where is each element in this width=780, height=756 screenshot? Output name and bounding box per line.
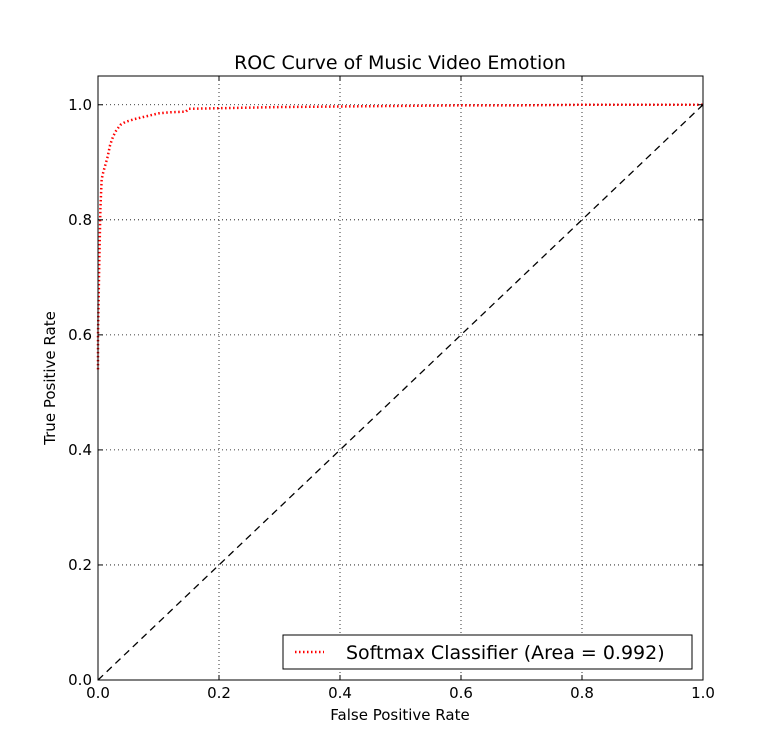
y-tick-label: 0.6 <box>68 326 92 344</box>
legend-box <box>282 634 693 670</box>
x-tick-label: 0.4 <box>328 684 352 702</box>
plot-frame <box>97 75 704 681</box>
grid <box>98 76 703 680</box>
y-axis-label: True Positive Rate <box>41 311 59 446</box>
x-tick-label: 0.0 <box>86 684 110 702</box>
x-tick-label: 1.0 <box>691 684 715 702</box>
y-tick-label: 0.2 <box>68 556 92 574</box>
y-tick-label: 0.8 <box>68 211 92 229</box>
chart-title: ROC Curve of Music Video Emotion <box>234 52 566 74</box>
ticks: 0.0 0.2 0.4 0.6 0.8 1.0 0.0 0.2 0.4 0.6 0.8 1.0 <box>68 76 715 702</box>
series-layer <box>96 103 704 681</box>
x-tick-label: 0.2 <box>207 684 231 702</box>
legend-label: Softmax Classifier (Area = 0.992) <box>346 642 665 664</box>
x-tick-label: 0.6 <box>449 684 473 702</box>
y-tick-label: 1.0 <box>68 96 92 114</box>
y-tick-label: 0.4 <box>68 441 92 459</box>
x-tick-label: 0.8 <box>570 684 594 702</box>
x-axis-label: False Positive Rate <box>330 706 469 724</box>
roc-curve-line <box>96 103 703 370</box>
y-tick-label: 0.0 <box>68 671 92 689</box>
legend: Softmax Classifier (Area = 0.992) <box>282 634 693 670</box>
